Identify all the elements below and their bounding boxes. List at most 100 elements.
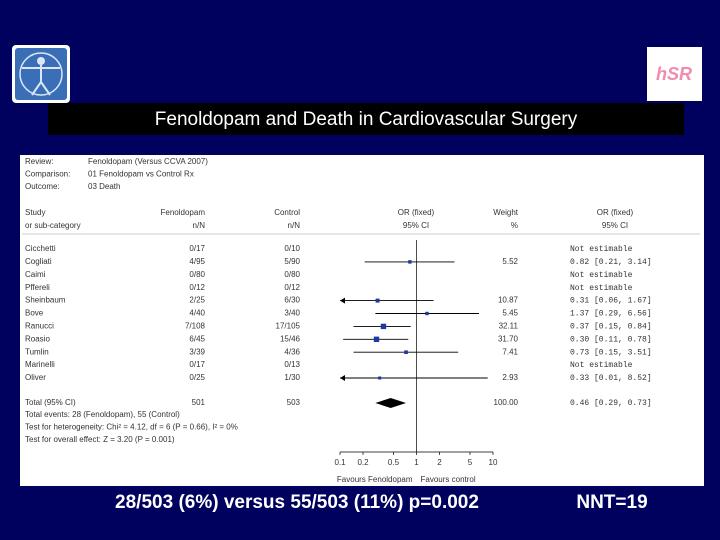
- meta-text: Fenoldopam (Versus CCVA 2007): [88, 157, 208, 166]
- logo-frame: [647, 47, 702, 101]
- weight: 2.93: [502, 373, 518, 382]
- weight: 10.87: [498, 296, 519, 305]
- column-header: Fenoldopam: [161, 208, 206, 217]
- treat-count: 4/40: [189, 309, 205, 318]
- note: Total events: 28 (Fenoldopam), 55 (Contr…: [25, 410, 180, 419]
- or-square: [425, 311, 429, 316]
- meta-label: Comparison:: [25, 170, 70, 179]
- study-name: Cogliati: [25, 257, 52, 266]
- meta-label: Outcome:: [25, 182, 60, 191]
- note: Test for overall effect: Z = 3.20 (P = 0…: [25, 435, 175, 444]
- treat-count: 2/25: [189, 296, 205, 305]
- logo-head: [37, 57, 45, 65]
- study-name: Pffereli: [25, 283, 50, 292]
- left-logo: [12, 45, 70, 103]
- treat-count: 3/39: [189, 347, 205, 356]
- right-logo: hSR: [647, 47, 702, 101]
- study-name: Marinelli: [25, 360, 55, 369]
- study-name: Bove: [25, 309, 44, 318]
- column-header: Weight: [493, 208, 519, 217]
- control-count: 0/12: [284, 283, 300, 292]
- weight: 7.41: [502, 347, 518, 356]
- treat-count: 7/108: [185, 322, 206, 331]
- study-name: Caimi: [25, 270, 46, 279]
- logo-circle: [19, 52, 63, 96]
- or-square: [404, 350, 408, 355]
- study-name: Oliver: [25, 373, 46, 382]
- study-name: Cicchetti: [25, 244, 56, 253]
- control-count: 3/40: [284, 309, 300, 318]
- treat-count: 0/80: [189, 270, 205, 279]
- control-count: 0/10: [284, 244, 300, 253]
- or-square: [375, 298, 380, 303]
- x-tick-label: 2: [437, 458, 442, 467]
- title-bar: [48, 103, 684, 135]
- column-header: 95% CI: [602, 221, 628, 230]
- control-count: 6/30: [284, 296, 300, 305]
- favours-right: Favours control: [421, 475, 476, 484]
- study-name: Roasio: [25, 334, 50, 343]
- forest-plot: Review: Fenoldopam (Versus CCVA 2007) Comp…: [22, 157, 700, 484]
- treat-count: 6/45: [189, 334, 205, 343]
- column-header: or sub-category: [25, 221, 81, 230]
- control-count: 503: [287, 398, 301, 407]
- or-square: [408, 260, 412, 264]
- treat-count: 0/25: [189, 373, 205, 382]
- control-count: 17/105: [276, 322, 301, 331]
- treat-count: 4/95: [189, 257, 205, 266]
- logo-figure: [22, 65, 60, 96]
- weight: 5.45: [502, 309, 518, 318]
- or-ci: Not estimable: [570, 271, 633, 280]
- ci-arrow: [340, 297, 345, 304]
- control-count: 5/90: [284, 257, 300, 266]
- column-header: n/N: [193, 221, 206, 230]
- treat-count: 0/17: [189, 360, 205, 369]
- column-header: n/N: [288, 221, 301, 230]
- control-count: 15/46: [280, 334, 301, 343]
- x-tick-label: 0.5: [388, 458, 400, 467]
- study-name: Tumlin: [25, 347, 49, 356]
- x-tick-label: 0.2: [357, 458, 369, 467]
- or-ci: 0.82 [0.21, 3.14]: [570, 258, 652, 267]
- or-square: [378, 376, 382, 380]
- control-count: 1/30: [284, 373, 300, 382]
- column-header: 95% CI: [403, 221, 429, 230]
- control-count: 0/80: [284, 270, 300, 279]
- treat-count: 0/17: [189, 244, 205, 253]
- control-count: 4/36: [284, 347, 300, 356]
- ci-arrow: [340, 375, 345, 381]
- column-header: %: [511, 221, 518, 230]
- or-ci: 0.73 [0.15, 3.51]: [570, 348, 652, 357]
- study-name: Total (95% CI): [25, 398, 76, 407]
- study-name: Ranucci: [25, 322, 54, 331]
- slide-title: Fenoldopam and Death in Cardiovascular S…: [155, 109, 578, 130]
- x-tick-label: 5: [468, 458, 473, 467]
- meta-text: 01 Fenoldopam vs Control Rx: [88, 170, 194, 179]
- x-tick-label: 10: [489, 458, 498, 467]
- weight: 32.11: [499, 322, 519, 331]
- column-header: Control: [274, 208, 300, 217]
- column-header: Study: [25, 208, 45, 217]
- treat-count: 501: [192, 398, 206, 407]
- control-count: 0/13: [284, 360, 300, 369]
- study-name: Sheinbaum: [25, 296, 66, 305]
- column-header: OR (fixed): [597, 208, 634, 217]
- or-ci: 0.33 [0.01, 8.52]: [570, 374, 652, 383]
- weight: 5.52: [502, 257, 518, 266]
- or-square: [380, 323, 387, 330]
- logo-text: hSR: [656, 64, 692, 84]
- or-ci: 0.46 [0.29, 0.73]: [570, 399, 652, 408]
- total-diamond: [375, 398, 407, 408]
- favours-left: Favours Fenoldopam: [337, 475, 413, 484]
- or-ci: Not estimable: [570, 245, 633, 254]
- or-ci: Not estimable: [570, 284, 633, 293]
- column-header: OR (fixed): [398, 208, 435, 217]
- x-tick-label: 1: [414, 458, 419, 467]
- meta-text: 03 Death: [88, 182, 120, 191]
- forest-panel: [20, 155, 704, 486]
- x-tick-label: 0.1: [334, 458, 346, 467]
- meta-label: Review:: [25, 157, 53, 166]
- or-ci: 0.31 [0.06, 1.67]: [570, 297, 652, 306]
- weight: 31.70: [498, 334, 519, 343]
